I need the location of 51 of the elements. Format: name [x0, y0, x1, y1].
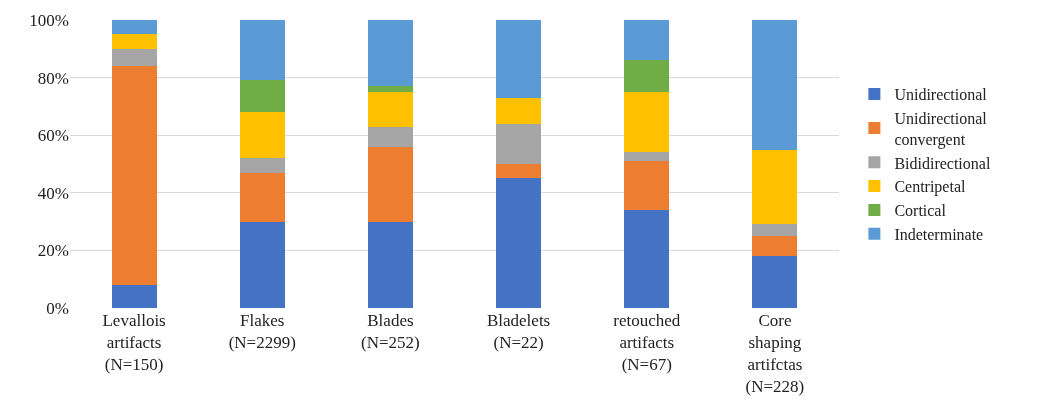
bar: [752, 256, 798, 308]
x-tick-label: Bladelets (N=22): [486, 311, 551, 353]
bar: [624, 20, 670, 61]
bar: [752, 149, 798, 225]
bar: [496, 123, 542, 164]
legend-label: Unidirectional: [894, 86, 988, 104]
legend-label: Centripetal: [894, 178, 967, 197]
y-tick-label: 80%: [37, 68, 69, 88]
x-tick-label: Core shaping artifctas (N=228): [745, 311, 805, 397]
bar: [496, 97, 542, 124]
bar: [367, 221, 413, 308]
y-tick-label: 20%: [37, 241, 69, 261]
bar: [367, 126, 413, 147]
bar: [624, 210, 670, 308]
legend-label: Bididirectional: [894, 154, 991, 172]
bar: [496, 20, 542, 98]
bar: [111, 284, 157, 308]
bar: [624, 92, 670, 153]
bar: [367, 86, 413, 92]
bar: [239, 80, 285, 113]
legend-label: Unidirectional convergent: [894, 109, 988, 149]
x-tick-label: Flakes (N=2299): [228, 311, 296, 353]
y-tick-label: 0%: [46, 298, 69, 318]
bar: [239, 158, 285, 173]
y-tick-label: 40%: [37, 183, 69, 203]
bar: [367, 20, 413, 87]
bar: [239, 172, 285, 222]
bar: [111, 48, 157, 67]
legend-label: Cortical: [894, 202, 947, 220]
bar: [752, 20, 798, 150]
bar: [624, 60, 670, 92]
bar: [752, 224, 798, 236]
bar: [624, 152, 670, 162]
bar: [496, 178, 542, 308]
legend-label: Indeterminate: [894, 225, 984, 243]
bar: [111, 34, 157, 49]
x-tick-label: retouched artifacts (N=67): [613, 311, 681, 375]
bar: [239, 20, 285, 81]
x-tick-label: Blades (N=252): [361, 311, 420, 353]
bar: [111, 20, 157, 35]
bar: [111, 66, 157, 285]
x-tick-label: Levallois artifacts (N=150): [102, 311, 166, 375]
y-tick-label: 60%: [37, 126, 69, 146]
bar: [239, 221, 285, 308]
bar: [367, 92, 413, 127]
bar: [752, 236, 798, 257]
bar: [496, 164, 542, 179]
y-tick-label: 100%: [29, 10, 69, 30]
bar: [239, 112, 285, 159]
bar: [367, 146, 413, 222]
bar: [624, 161, 670, 211]
